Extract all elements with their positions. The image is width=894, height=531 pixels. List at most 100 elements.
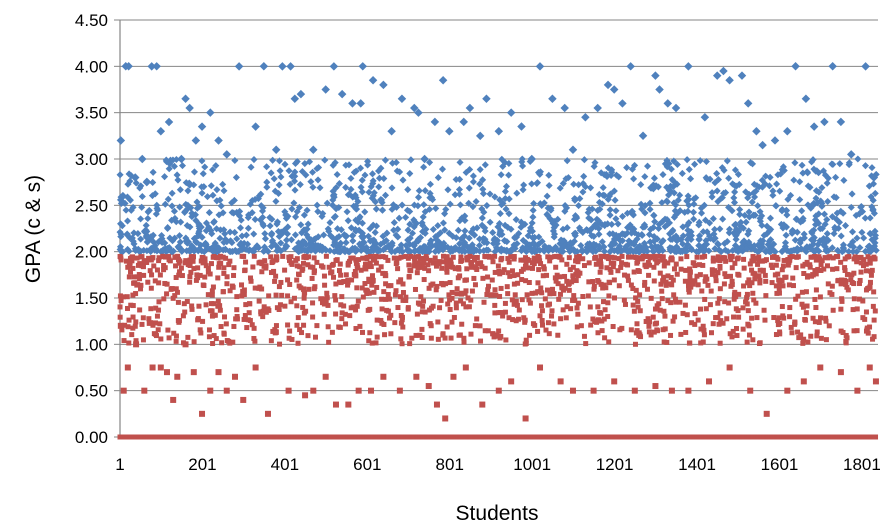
red-data-point xyxy=(187,262,193,268)
blue-data-point xyxy=(383,229,391,237)
red-data-point xyxy=(350,255,356,261)
red-data-point xyxy=(547,258,553,264)
red-data-point xyxy=(834,266,840,272)
blue-outlier-point xyxy=(286,62,295,71)
blue-data-point xyxy=(478,205,486,213)
red-data-point xyxy=(444,269,450,275)
red-data-point xyxy=(459,290,465,296)
red-data-point xyxy=(722,271,728,277)
red-data-point xyxy=(802,261,808,267)
red-data-point xyxy=(488,292,494,298)
red-data-point xyxy=(749,315,755,321)
red-data-point xyxy=(642,282,648,288)
red-outlier-point xyxy=(124,364,131,371)
blue-data-point xyxy=(465,199,473,207)
blue-data-point xyxy=(250,156,258,164)
red-data-point xyxy=(364,254,370,260)
red-data-point xyxy=(625,277,631,283)
blue-outlier-point xyxy=(142,177,152,187)
red-data-point xyxy=(449,319,455,325)
blue-data-point xyxy=(685,165,693,173)
red-data-point xyxy=(156,299,162,305)
red-data-point xyxy=(148,257,154,263)
red-data-point xyxy=(702,253,708,259)
blue-data-point xyxy=(421,208,429,216)
red-data-point xyxy=(745,280,751,286)
red-data-point xyxy=(333,297,339,303)
blue-outlier-point xyxy=(164,117,174,127)
blue-data-point xyxy=(695,235,703,243)
blue-data-point xyxy=(158,235,166,243)
red-data-point xyxy=(373,340,379,346)
red-outlier-point xyxy=(190,369,197,376)
blue-data-point xyxy=(472,197,480,206)
red-data-point xyxy=(498,310,504,316)
red-data-point xyxy=(119,327,125,333)
red-data-point xyxy=(854,306,860,312)
red-data-point xyxy=(393,261,399,267)
red-data-point xyxy=(321,311,327,317)
red-data-point xyxy=(703,274,709,280)
blue-data-point xyxy=(178,247,186,255)
blue-data-point xyxy=(370,189,378,197)
red-data-point xyxy=(189,306,195,312)
red-data-point xyxy=(816,254,822,260)
blue-data-point xyxy=(782,206,790,214)
red-data-point xyxy=(548,254,554,260)
red-data-point xyxy=(547,291,553,297)
red-data-point xyxy=(539,308,545,314)
blue-data-point xyxy=(640,239,649,247)
red-data-point xyxy=(469,264,475,270)
red-data-point xyxy=(827,254,833,260)
red-data-point xyxy=(545,302,551,308)
blue-data-point xyxy=(395,214,403,222)
red-data-point xyxy=(382,271,388,277)
red-data-point xyxy=(716,296,722,302)
y-tick-label: 1.50 xyxy=(75,289,108,308)
red-data-point xyxy=(245,317,251,323)
blue-data-point xyxy=(388,241,396,249)
red-data-point xyxy=(777,331,783,337)
red-data-point xyxy=(505,270,511,276)
red-data-point xyxy=(210,284,216,290)
blue-data-point xyxy=(561,201,569,210)
red-data-point xyxy=(122,322,128,328)
red-data-point xyxy=(452,266,458,272)
blue-outlier-point xyxy=(638,131,648,141)
red-data-point xyxy=(715,257,721,263)
red-data-point xyxy=(299,330,305,336)
red-data-point xyxy=(787,314,793,320)
red-data-point xyxy=(218,260,224,266)
blue-data-point xyxy=(347,174,355,182)
blue-data-point xyxy=(676,207,684,215)
red-data-point xyxy=(591,283,597,289)
blue-data-point xyxy=(711,245,719,253)
red-data-point xyxy=(625,262,631,268)
red-data-point xyxy=(773,283,779,289)
red-data-point xyxy=(373,260,379,266)
red-data-point xyxy=(804,303,810,309)
red-outlier-point xyxy=(685,387,692,394)
red-data-point xyxy=(311,270,317,276)
red-data-point xyxy=(301,322,307,328)
blue-outlier-point xyxy=(663,99,673,108)
red-data-point xyxy=(374,317,380,323)
blue-data-point xyxy=(868,164,876,172)
blue-data-point xyxy=(316,242,324,250)
red-outlier-point xyxy=(310,387,317,394)
red-data-point xyxy=(489,277,495,283)
red-data-point xyxy=(460,301,466,307)
red-data-point xyxy=(193,277,199,283)
red-data-point xyxy=(446,292,452,298)
red-data-point xyxy=(622,301,628,307)
red-data-point xyxy=(621,297,627,303)
blue-data-point xyxy=(628,208,636,216)
red-data-point xyxy=(819,258,825,264)
blue-data-point xyxy=(314,176,322,184)
red-data-point xyxy=(777,320,783,326)
red-data-point xyxy=(367,260,373,266)
red-data-point xyxy=(727,273,733,279)
blue-data-point xyxy=(175,243,183,251)
red-data-point xyxy=(713,278,719,284)
red-data-point xyxy=(251,253,257,259)
